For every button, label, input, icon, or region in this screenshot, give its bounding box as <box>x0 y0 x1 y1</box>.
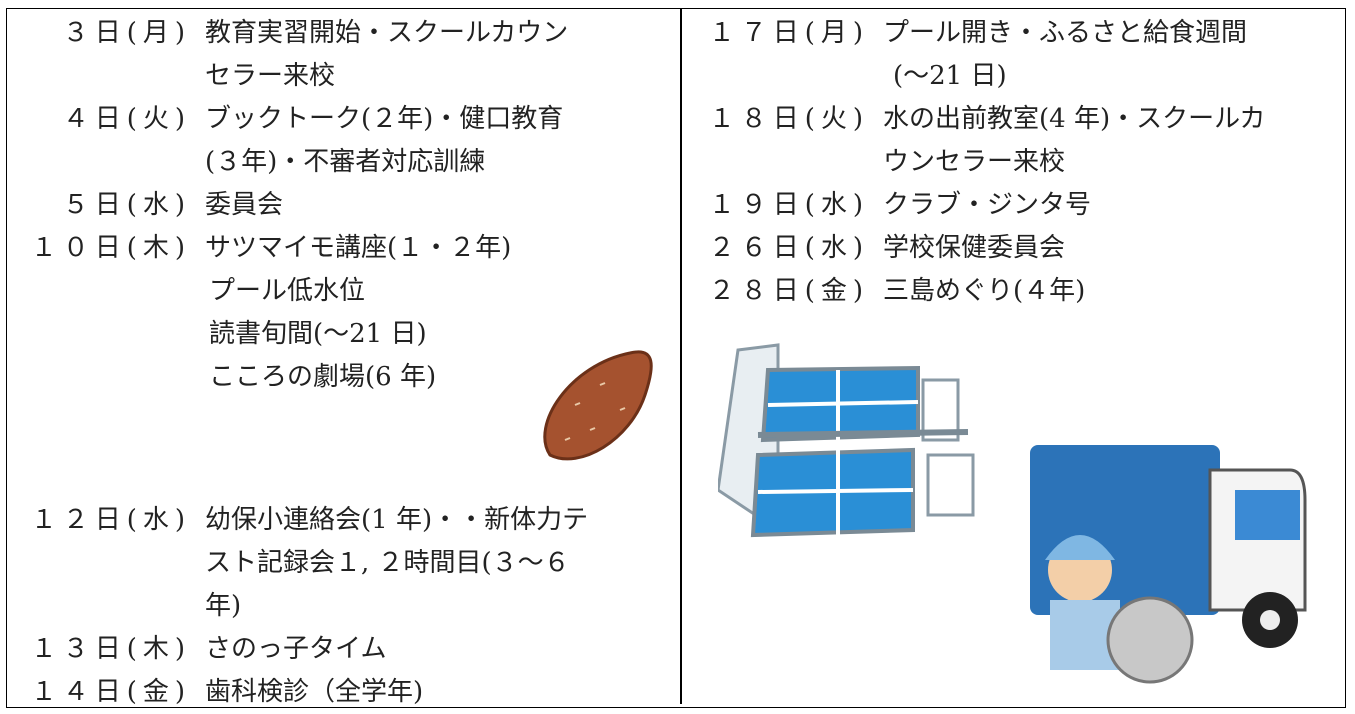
right-column: １７日(月) プール開き・ふるさと給食週間 (〜21 日) １８日(火) 水の出前教室(… <box>688 12 1338 313</box>
schedule-entry: ５日(水) 委員会 <box>10 184 670 227</box>
schedule-entry: １０日(木) サツマイモ講座(１・２年) プール低水位読書旬間(〜21 日) こころの… <box>10 227 670 399</box>
sweet-potato-illustration <box>543 350 653 461</box>
entry-date: ３日(月) <box>62 18 191 48</box>
text-line: クラブ・ジンタ号 <box>883 190 1092 220</box>
entry-date: １３日(木) <box>30 634 191 664</box>
entry-date: ２８日(金) <box>708 276 869 306</box>
text-line: 年) <box>205 591 242 621</box>
schedule-entry: １８日(火) 水の出前教室(4 年)・スクールカ ウンセラー来校 <box>688 98 1338 184</box>
entry-text: プール開き・ふるさと給食週間 (〜21 日) <box>883 12 1338 98</box>
entry-date: １８日(火) <box>708 104 869 134</box>
entry-date: １０日(木) <box>30 233 191 263</box>
schedule-entry: １２日(水) 幼保小連絡会(1 年)・・新体力テ スト記録会１, ２時間目(３〜６ 年… <box>10 499 670 628</box>
entry-text: クラブ・ジンタ号 <box>883 184 1338 227</box>
entry-text: 委員会 <box>205 184 670 227</box>
text-line: スト記録会１, ２時間目(３〜６ <box>205 548 570 578</box>
text-line: 水の出前教室(4 年)・スクールカ <box>883 104 1266 134</box>
text-line: 教育実習開始・スクールカウン <box>205 18 569 48</box>
text-line: サツマイモ講座(１・２年) <box>205 233 512 263</box>
left-column: ３日(月) 教育実習開始・スクールカウン セラー来校 ４日(火) ブックトーク(２年)・… <box>10 12 670 714</box>
entry-text: 教育実習開始・スクールカウン セラー来校 <box>205 12 670 98</box>
schedule-entry: ４日(火) ブックトーク(２年)・健口教育 (３年)・不審者対応訓練 <box>10 98 670 184</box>
schedule-entry: １９日(水) クラブ・ジンタ号 <box>688 184 1338 227</box>
entry-text: さのっ子タイム <box>205 628 670 671</box>
text-line: プール低水位 <box>209 276 366 306</box>
entry-text: 歯科検診（全学年) <box>205 671 670 714</box>
text-line: 三島めぐり(４年) <box>883 276 1086 306</box>
truck-illustration <box>1030 445 1307 684</box>
entry-text: 幼保小連絡会(1 年)・・新体力テ スト記録会１, ２時間目(３〜６ 年) <box>205 499 670 628</box>
entry-date: ５日(水) <box>62 190 191 220</box>
text-line: セラー来校 <box>205 61 336 91</box>
entry-date: ４日(火) <box>62 104 191 134</box>
entry-date: １９日(水) <box>708 190 869 220</box>
schedule-entry: １７日(月) プール開き・ふるさと給食週間 (〜21 日) <box>688 12 1338 98</box>
entry-text: ブックトーク(２年)・健口教育 (３年)・不審者対応訓練 <box>205 98 670 184</box>
schedule-entry: ２８日(金) 三島めぐり(４年) <box>688 270 1338 313</box>
text-line: ブックトーク(２年)・健口教育 <box>205 104 564 134</box>
text-line: 委員会 <box>205 190 284 220</box>
schedule-entry: １４日(金) 歯科検診（全学年) <box>10 671 670 714</box>
pool-illustration <box>718 343 975 538</box>
entry-text: 学校保健委員会 <box>883 227 1338 270</box>
text-line: (３年)・不審者対応訓練 <box>205 147 486 177</box>
entry-text: 三島めぐり(４年) <box>883 270 1338 313</box>
entry-text: 水の出前教室(4 年)・スクールカ ウンセラー来校 <box>883 98 1338 184</box>
text-line: 幼保小連絡会(1 年)・・新体力テ <box>205 505 589 535</box>
text-line: 読書旬間(〜21 日) <box>209 319 427 349</box>
text-line: ウンセラー来校 <box>883 147 1066 177</box>
text-line: 学校保健委員会 <box>883 233 1066 263</box>
entry-date: ２６日(水) <box>708 233 869 263</box>
entry-date: １７日(月) <box>708 18 869 48</box>
column-divider <box>680 8 682 704</box>
schedule-entry: ３日(月) 教育実習開始・スクールカウン セラー来校 <box>10 12 670 98</box>
text-line: こころの劇場(6 年) <box>209 362 437 392</box>
entry-date: １２日(水) <box>30 505 191 535</box>
entry-date: １４日(金) <box>30 677 191 707</box>
text-line: さのっ子タイム <box>205 634 387 664</box>
schedule-entry: ２６日(水) 学校保健委員会 <box>688 227 1338 270</box>
text-line: (〜21 日) <box>893 61 1007 91</box>
text-line: プール開き・ふるさと給食週間 <box>883 18 1248 48</box>
text-line: 歯科検診（全学年) <box>205 677 424 707</box>
schedule-entry: １３日(木) さのっ子タイム <box>10 628 670 671</box>
entry-text: サツマイモ講座(１・２年) プール低水位読書旬間(〜21 日) こころの劇場(6 年… <box>205 227 670 399</box>
